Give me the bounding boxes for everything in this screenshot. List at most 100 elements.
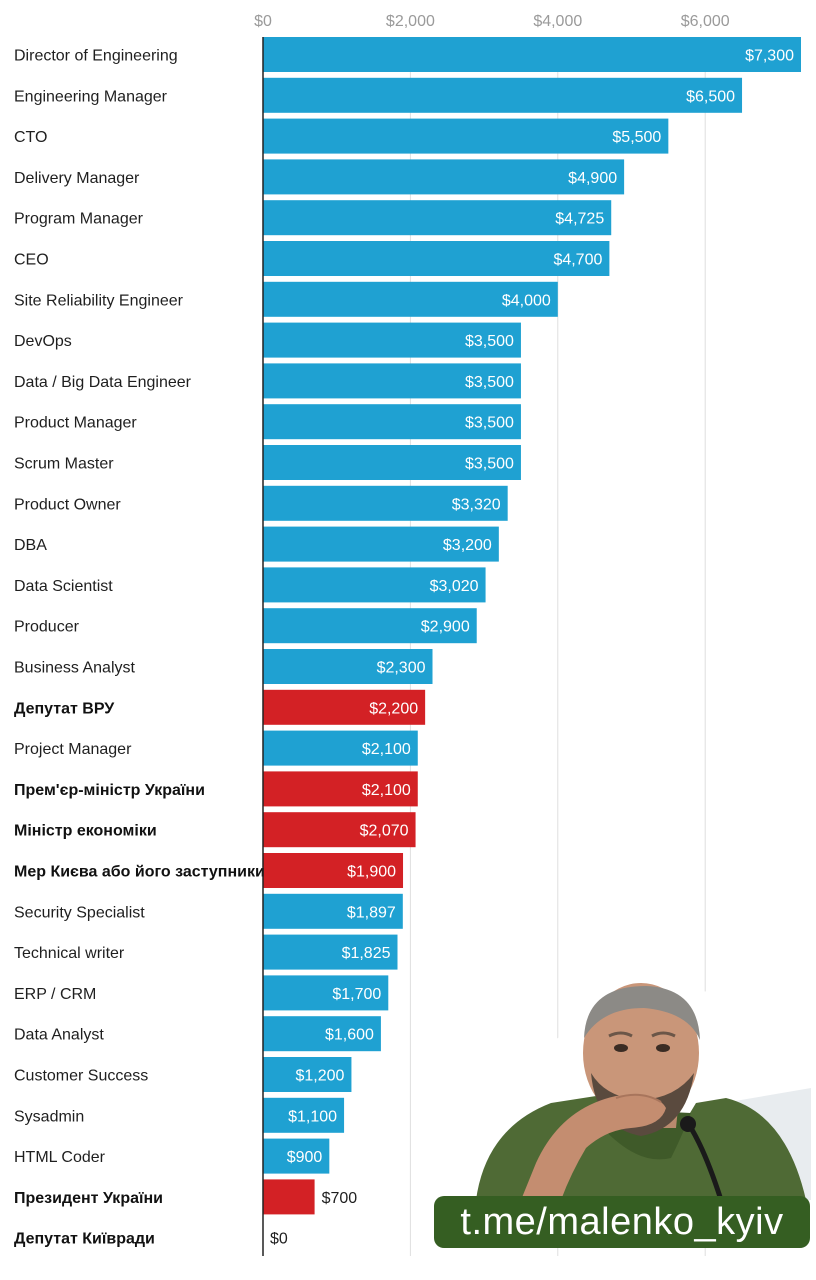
category-label: Product Manager bbox=[14, 415, 137, 432]
bar bbox=[263, 445, 521, 480]
value-label: $1,900 bbox=[347, 864, 396, 881]
value-label: $3,500 bbox=[465, 415, 514, 432]
bar bbox=[263, 812, 416, 848]
value-label: $4,000 bbox=[502, 292, 551, 309]
category-label: Site Reliability Engineer bbox=[14, 292, 184, 309]
category-label: Data / Big Data Engineer bbox=[14, 374, 192, 391]
value-label: $4,900 bbox=[568, 170, 617, 187]
category-label: Project Manager bbox=[14, 741, 132, 758]
bar bbox=[263, 404, 521, 440]
category-label: Депутат Київради bbox=[14, 1231, 155, 1248]
value-label: $1,200 bbox=[296, 1068, 345, 1085]
category-label: CEO bbox=[14, 252, 49, 269]
value-label: $7,300 bbox=[745, 48, 794, 65]
value-label: $2,100 bbox=[362, 782, 411, 799]
category-label: Міністр економіки bbox=[14, 823, 157, 840]
bar bbox=[263, 281, 558, 317]
bar bbox=[263, 689, 426, 725]
category-label: Product Owner bbox=[14, 496, 121, 513]
bar bbox=[263, 771, 418, 807]
category-label: HTML Coder bbox=[14, 1149, 106, 1166]
value-label: $5,500 bbox=[612, 129, 661, 146]
bar bbox=[263, 200, 612, 236]
x-tick-label: $6,000 bbox=[681, 13, 730, 30]
value-label: $1,897 bbox=[347, 904, 396, 921]
bar bbox=[263, 730, 418, 766]
watermark-label[interactable]: t.me/malenko_kyiv bbox=[434, 1196, 810, 1248]
value-label: $4,700 bbox=[553, 252, 602, 269]
bar bbox=[263, 159, 625, 195]
bars bbox=[263, 37, 801, 1215]
category-label: Engineering Manager bbox=[14, 88, 168, 105]
bar bbox=[263, 526, 499, 562]
x-axis-ticks: $0 $2,000 $4,000 $6,000 bbox=[254, 13, 730, 30]
bar bbox=[263, 363, 521, 399]
bar bbox=[263, 1179, 315, 1215]
value-label: $3,500 bbox=[465, 374, 514, 391]
category-label: Прем'єр-міністр України bbox=[14, 782, 205, 799]
bar bbox=[263, 322, 521, 358]
category-label: CTO bbox=[14, 129, 47, 146]
value-label: $2,300 bbox=[377, 660, 426, 677]
value-label: $3,020 bbox=[430, 578, 479, 595]
value-label: $1,100 bbox=[288, 1108, 337, 1125]
value-label: $3,320 bbox=[452, 496, 501, 513]
bar bbox=[263, 241, 610, 276]
category-label: Депутат ВРУ bbox=[14, 700, 115, 717]
category-label: DevOps bbox=[14, 333, 72, 350]
value-label: $2,200 bbox=[369, 700, 418, 717]
category-labels: Director of Engineering Engineering Manag… bbox=[14, 48, 265, 1248]
category-label: Scrum Master bbox=[14, 456, 114, 473]
category-label: Technical writer bbox=[14, 945, 125, 962]
bar bbox=[263, 37, 801, 72]
bar bbox=[263, 1138, 330, 1174]
value-label: $2,070 bbox=[360, 823, 409, 840]
category-label: DBA bbox=[14, 537, 47, 554]
value-label: $3,500 bbox=[465, 456, 514, 473]
x-tick-label: $0 bbox=[254, 13, 272, 30]
person-photo-image bbox=[466, 983, 811, 1200]
category-label: Data Analyst bbox=[14, 1027, 104, 1044]
value-label: $1,700 bbox=[332, 986, 381, 1003]
bar bbox=[263, 893, 403, 929]
value-label: $0 bbox=[270, 1231, 288, 1248]
value-label: $1,825 bbox=[342, 945, 391, 962]
category-label: Мер Києва або його заступники bbox=[14, 864, 265, 881]
bar bbox=[263, 1016, 381, 1052]
bar bbox=[263, 118, 669, 154]
category-label: Customer Success bbox=[14, 1068, 148, 1085]
category-label: Delivery Manager bbox=[14, 170, 140, 187]
category-label: ERP / CRM bbox=[14, 986, 96, 1003]
bar bbox=[263, 934, 398, 970]
category-label: Program Manager bbox=[14, 211, 144, 228]
value-label: $700 bbox=[322, 1190, 358, 1207]
value-label: $900 bbox=[287, 1149, 323, 1166]
value-label: $2,100 bbox=[362, 741, 411, 758]
value-label: $3,200 bbox=[443, 537, 492, 554]
category-label: Director of Engineering bbox=[14, 48, 178, 65]
bar bbox=[263, 853, 404, 888]
bar bbox=[263, 1097, 345, 1133]
value-label: $4,725 bbox=[555, 211, 604, 228]
category-label: Security Specialist bbox=[14, 904, 145, 921]
bar bbox=[263, 649, 433, 684]
category-label: Sysadmin bbox=[14, 1108, 84, 1125]
value-label: $1,600 bbox=[325, 1027, 374, 1044]
bar bbox=[263, 608, 477, 644]
category-label: Президент України bbox=[14, 1190, 163, 1207]
category-label: Business Analyst bbox=[14, 660, 136, 677]
category-label: Data Scientist bbox=[14, 578, 113, 595]
value-label: $2,900 bbox=[421, 619, 470, 636]
bar bbox=[263, 1057, 352, 1092]
bar bbox=[263, 485, 508, 521]
value-label: $6,500 bbox=[686, 88, 735, 105]
value-label: $3,500 bbox=[465, 333, 514, 350]
bar bbox=[263, 975, 389, 1011]
bar bbox=[263, 567, 486, 603]
value-labels: $7,300 $6,500 $5,500 $4,900 $4,725 $4,700 $4,0… bbox=[270, 48, 794, 1248]
category-label: Producer bbox=[14, 619, 80, 636]
bar bbox=[263, 77, 743, 113]
x-tick-label: $2,000 bbox=[386, 13, 435, 30]
x-tick-label: $4,000 bbox=[533, 13, 582, 30]
